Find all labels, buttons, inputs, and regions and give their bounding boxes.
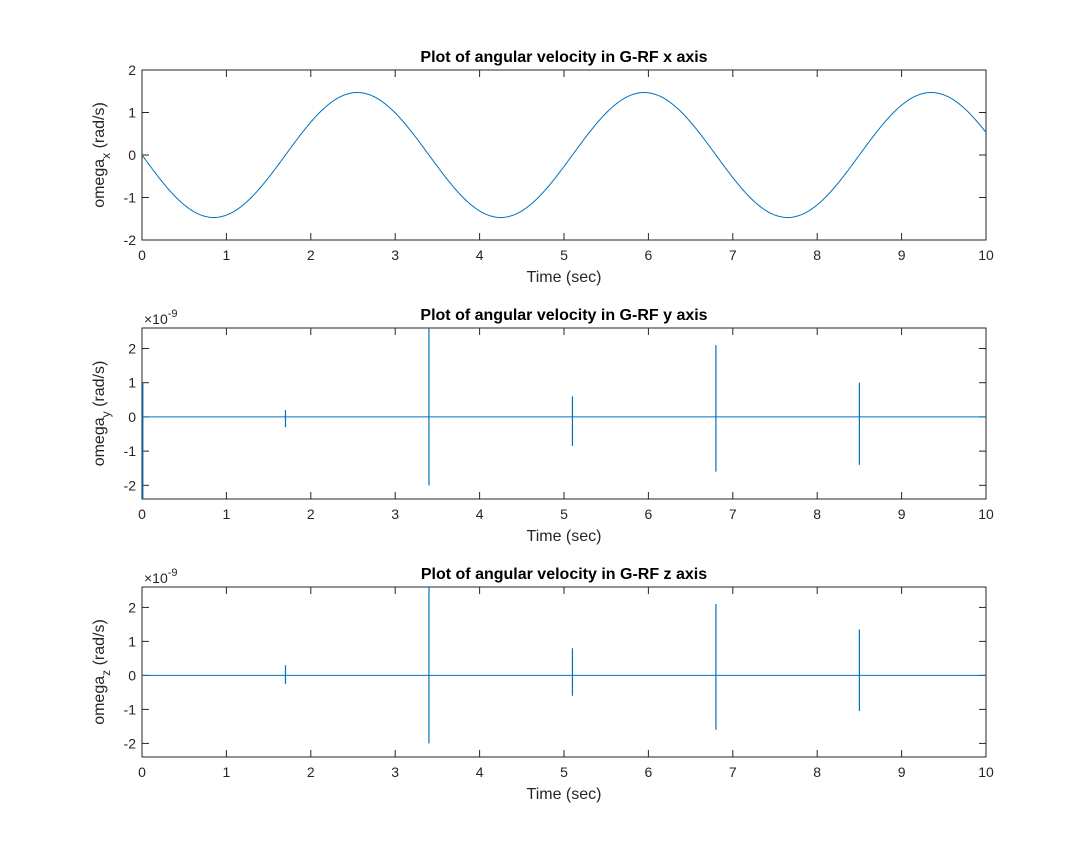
y-tick-label: -1 (124, 190, 137, 206)
y-axis-exponent: ×10-9 (144, 567, 178, 586)
y-tick-label: -2 (124, 232, 137, 248)
x-tick-label: 10 (978, 506, 994, 522)
x-tick-label: 4 (476, 764, 484, 780)
y-axis-exponent-base: ×10 (144, 570, 168, 586)
x-tick-label: 0 (138, 764, 146, 780)
x-tick-label: 2 (307, 764, 315, 780)
y-tick-label: -2 (124, 477, 137, 493)
y-axis-label: omegaz (rad/s) (91, 619, 113, 725)
x-tick-label: 9 (898, 247, 906, 263)
y-axis-label: omegax (rad/s) (91, 102, 113, 208)
x-tick-label: 8 (813, 764, 821, 780)
plot-area (141, 69, 987, 241)
y-axis-label-main: omega (91, 676, 108, 725)
y-axis-exponent-power: -9 (168, 567, 178, 579)
x-tick-label: 5 (560, 764, 568, 780)
x-tick-label: 3 (391, 506, 399, 522)
y-axis-exponent-power: -9 (168, 308, 178, 320)
x-tick-label: 10 (978, 247, 994, 263)
y-tick-label: 1 (128, 105, 136, 121)
y-axis-exponent-base: ×10 (144, 311, 168, 327)
x-tick-label: 4 (476, 506, 484, 522)
y-tick-label: 0 (128, 667, 136, 683)
x-tick-label: 6 (645, 764, 653, 780)
data-layer (142, 587, 986, 744)
x-axis-label: Time (sec) (527, 528, 602, 545)
plot-area (141, 327, 987, 500)
y-axis-exponent: ×10-9 (144, 308, 178, 327)
x-tick-label: 1 (223, 764, 231, 780)
x-tick-label: 9 (898, 764, 906, 780)
x-tick-label: 6 (645, 506, 653, 522)
x-tick-label: 2 (307, 247, 315, 263)
x-tick-label: 10 (978, 764, 994, 780)
x-axis-label: Time (sec) (527, 786, 602, 803)
y-tick-label: -1 (124, 443, 137, 459)
y-axis-label-main: omega (91, 159, 108, 208)
y-axis-label-subscript: x (99, 153, 113, 159)
x-tick-label: 5 (560, 506, 568, 522)
y-axis-label-unit: (rad/s) (91, 619, 108, 670)
y-tick-label: 2 (128, 62, 136, 78)
y-tick-label: 0 (128, 409, 136, 425)
y-tick-label: 2 (128, 599, 136, 615)
x-axis-label: Time (sec) (527, 269, 602, 286)
y-tick-label: 0 (128, 147, 136, 163)
y-tick-label: 1 (128, 633, 136, 649)
x-tick-label: 3 (391, 764, 399, 780)
x-tick-label: 1 (223, 247, 231, 263)
subplot-1: 0 1 2 3 4 5 6 7 8 9 10 -2 -1 0 1 2 Plot of angular veloc… (91, 49, 994, 286)
y-axis-label-unit: (rad/s) (91, 102, 108, 153)
y-axis-label-subscript: y (99, 411, 113, 417)
x-tick-label: 8 (813, 506, 821, 522)
x-tick-label: 6 (645, 247, 653, 263)
data-layer (142, 92, 986, 218)
y-tick-label: 2 (128, 341, 136, 357)
y-tick-label: -1 (124, 701, 137, 717)
x-tick-label: 2 (307, 506, 315, 522)
x-tick-label: 0 (138, 247, 146, 263)
y-tick-label: 1 (128, 375, 136, 391)
x-tick-label: 7 (729, 247, 737, 263)
x-tick-label: 9 (898, 506, 906, 522)
plot-area (141, 586, 987, 758)
series-line (142, 92, 986, 218)
subplot-2: 0 1 2 3 4 5 6 7 8 9 10 -2 -1 0 1 2 Plot of angular veloc… (91, 307, 994, 545)
y-tick-label: -2 (124, 735, 137, 751)
x-tick-label: 0 (138, 506, 146, 522)
x-tick-label: 5 (560, 247, 568, 263)
subplot-3: 0 1 2 3 4 5 6 7 8 9 10 -2 -1 0 1 2 Plot of angular veloc… (91, 566, 994, 803)
y-axis-label: omegay (rad/s) (91, 361, 113, 467)
chart-title: Plot of angular velocity in G-RF x axis (420, 49, 707, 66)
y-axis-label-main: omega (91, 417, 108, 466)
x-tick-label: 8 (813, 247, 821, 263)
x-tick-label: 1 (223, 506, 231, 522)
chart-title: Plot of angular velocity in G-RF y axis (420, 307, 707, 324)
chart-title: Plot of angular velocity in G-RF z axis (421, 566, 707, 583)
data-layer (142, 328, 986, 499)
y-axis-label-subscript: z (99, 670, 113, 676)
x-tick-label: 4 (476, 247, 484, 263)
x-tick-label: 7 (729, 764, 737, 780)
y-axis-label-unit: (rad/s) (91, 361, 108, 412)
x-tick-label: 7 (729, 506, 737, 522)
x-tick-label: 3 (391, 247, 399, 263)
